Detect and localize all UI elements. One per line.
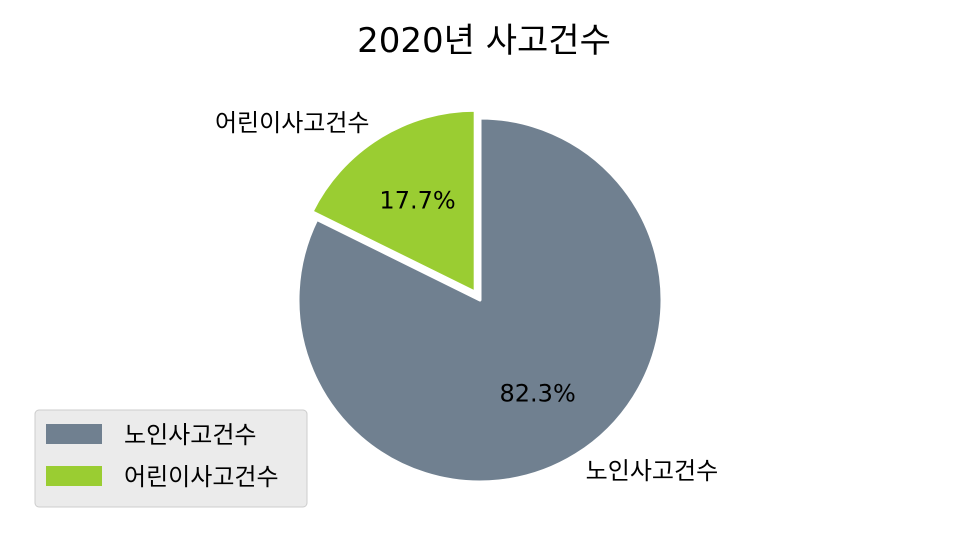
legend-swatch-2 bbox=[46, 466, 102, 486]
legend-swatch-1 bbox=[46, 424, 102, 444]
pie-slice-1 bbox=[296, 116, 664, 484]
chart-title: 2020년 사고건수 bbox=[357, 21, 611, 61]
slice-label-1: 노인사고건수 bbox=[586, 457, 718, 485]
legend-label-1: 노인사고건수 bbox=[124, 421, 256, 449]
slice-label-2: 어린이사고건수 bbox=[215, 109, 370, 137]
pct-label-2: 17.7% bbox=[379, 187, 455, 215]
legend-label-2: 어린이사고건수 bbox=[124, 463, 279, 491]
pie-slice-2 bbox=[310, 108, 477, 294]
pie-wedges bbox=[296, 108, 664, 484]
legend-frame bbox=[34, 409, 308, 508]
pct-label-1: 82.3% bbox=[500, 380, 576, 408]
pie-labels: 82.3% 노인사고건수 17.7% 어린이사고건수 bbox=[215, 109, 718, 485]
